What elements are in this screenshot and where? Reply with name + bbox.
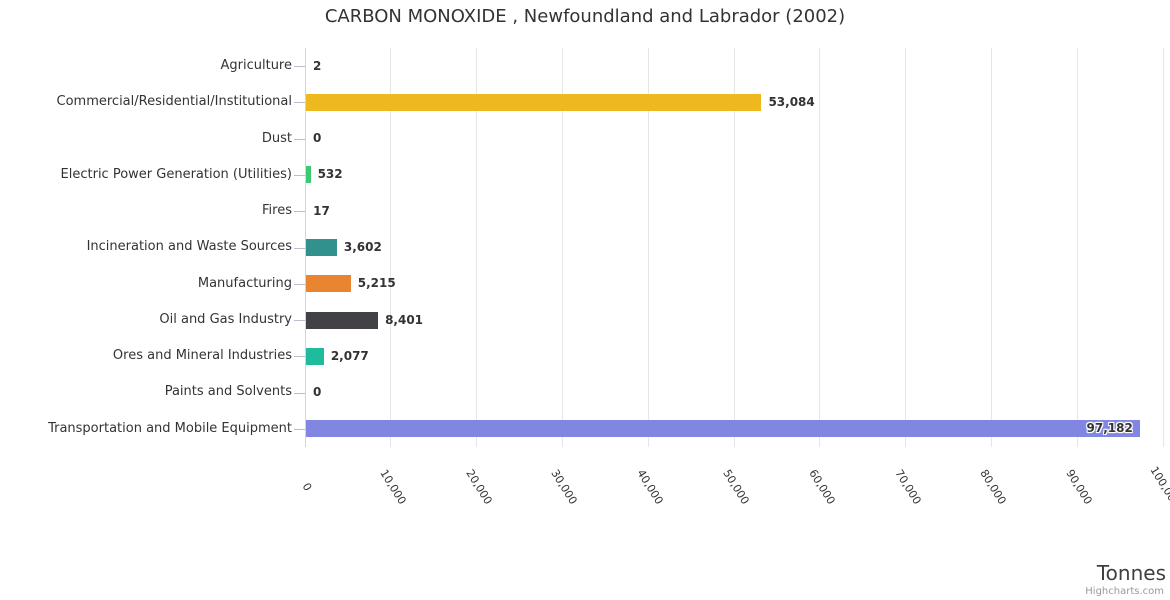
data-label: 0 [313,131,322,146]
category-tick [294,393,305,394]
highcharts-credit[interactable]: Highcharts.com [1085,586,1164,597]
bar[interactable] [306,311,379,329]
data-label: 17 [313,203,330,218]
bar[interactable] [306,166,311,184]
category-label: Transportation and Mobile Equipment [48,420,292,436]
category-tick [294,356,305,357]
data-label: 5,215 [357,276,396,291]
x-axis-title: Tonnes [1096,561,1166,585]
category-tick [294,139,305,140]
bar[interactable] [306,239,337,256]
category-label: Ores and Mineral Industries [112,348,292,364]
data-label: 53,084 [768,94,815,109]
bar[interactable] [306,93,762,111]
category-label: Oil and Gas Industry [159,311,292,327]
category-tick [294,211,305,212]
gridline [1076,48,1078,447]
data-label: 0 [313,385,322,400]
axis-tick-label: 20,000 [462,467,495,507]
axis-tick-label: 90,000 [1063,467,1095,507]
gridline [819,48,821,447]
axis-tick-label: 100,000 [1147,464,1170,510]
data-label: 2,077 [330,348,369,363]
axis-tick-label: 40,000 [634,467,666,507]
gridline [733,48,735,447]
data-label: 532 [317,167,343,182]
category-tick [294,175,305,176]
category-tick [294,429,305,430]
gridline [476,48,478,447]
axis-tick-label: 10,000 [377,467,409,507]
bar[interactable] [306,420,1140,438]
category-label: Manufacturing [197,275,292,291]
data-label: 8,401 [385,312,424,327]
category-label: Incineration and Waste Sources [86,239,292,255]
category-label: Agriculture [220,58,293,73]
category-label: Paints and Solvents [164,384,292,400]
category-tick [294,320,305,321]
gridline [1162,48,1164,447]
bar[interactable] [306,275,351,293]
gridline [990,48,992,447]
bar[interactable] [306,347,324,365]
chart-title: CARBON MONOXIDE , Newfoundland and Labra… [324,6,846,27]
axis-tick-label: 60,000 [806,467,838,507]
axis-tick-label: 0 [299,480,315,494]
category-tick [294,66,305,67]
category-label: Electric Power Generation (Utilities) [60,166,292,182]
data-label: 2 [313,58,322,73]
category-label: Commercial/Residential/Institutional [56,94,293,110]
data-label: 3,602 [343,240,382,254]
category-label: Fires [262,203,292,219]
category-label: Dust [261,130,292,146]
category-tick [294,284,305,285]
category-axis-line [305,48,306,447]
category-tick [294,102,305,103]
axis-tick-label: 30,000 [548,467,581,507]
category-tick [294,248,305,249]
gridline [905,48,907,447]
axis-tick-label: 50,000 [720,467,752,507]
axis-tick-label: 70,000 [891,467,924,507]
gridline [647,48,649,447]
axis-tick-label: 80,000 [977,467,1010,507]
gridline [390,48,392,447]
gridline [561,48,563,447]
data-label: 97,182 [1086,421,1133,436]
